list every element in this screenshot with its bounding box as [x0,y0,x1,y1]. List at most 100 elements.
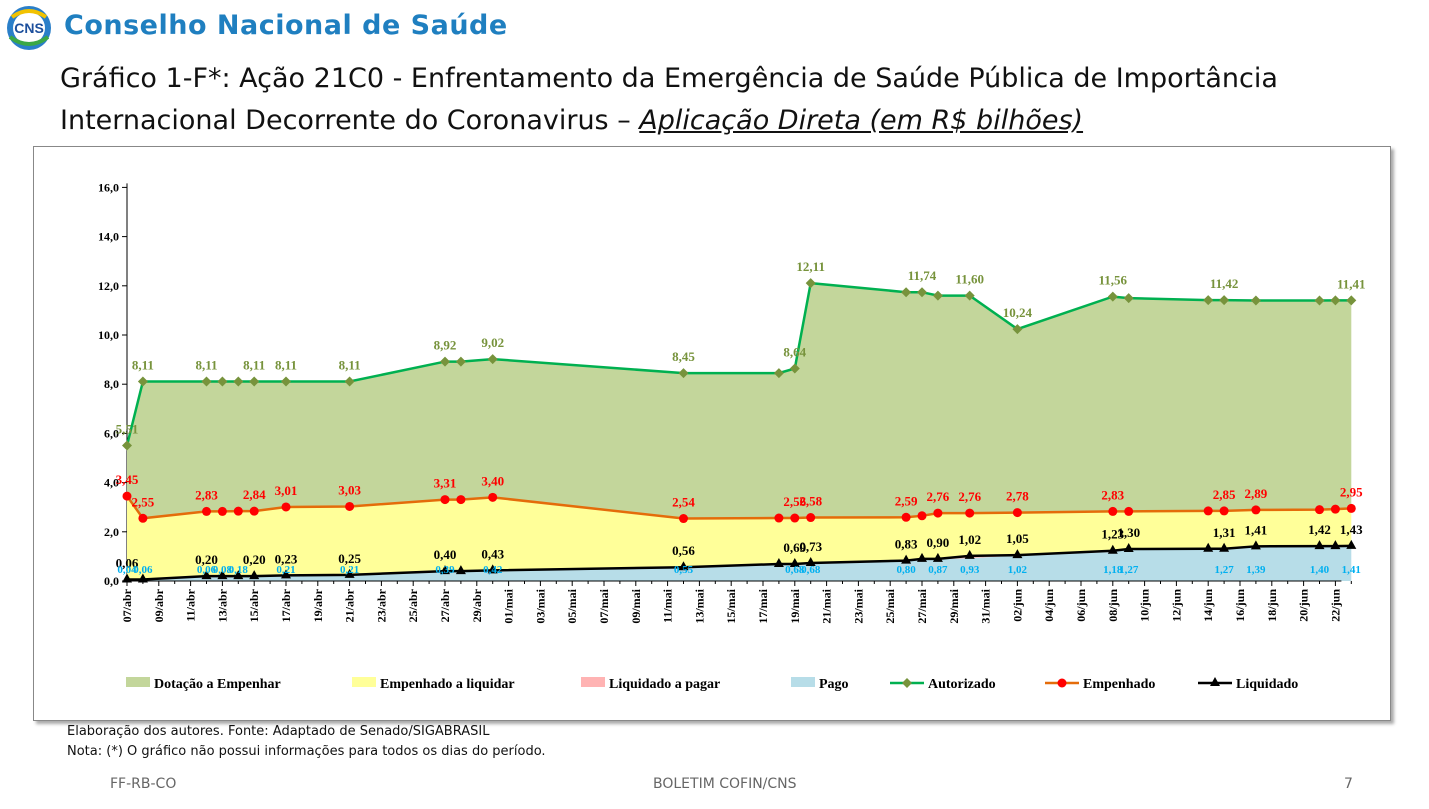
data-label-pago: 0,18 [229,564,249,576]
data-label-pago: 0,68 [785,564,805,576]
x-tick-label: 25/mai [883,588,897,623]
x-tick-label: 29/abr [470,588,484,622]
data-label-liquidado: 0,06 [116,556,139,571]
marker-liquidado [1250,540,1261,550]
data-label-liquidado: 0,69 [783,540,806,555]
data-label-empenhado: 3,45 [116,472,139,487]
marker-empenhado [679,514,688,524]
marker-autorizado [1330,295,1341,306]
marker-autorizado [440,356,450,367]
data-label-liquidado: 0,23 [275,551,298,566]
x-tick-label: 09/mai [629,588,643,623]
data-label-empenhado: 2,56 [783,494,806,509]
marker-autorizado [964,290,975,301]
data-label-autorizado: 8,11 [275,357,297,372]
cns-logo-icon: CNS [7,6,51,50]
marker-autorizado [1012,324,1023,335]
data-label-autorizado: 12,11 [796,259,825,274]
x-tick-label: 25/abr [406,588,420,622]
x-tick-label: 27/abr [438,588,452,622]
x-tick-label: 01/mai [502,588,516,623]
x-tick-label: 05/mai [565,588,579,623]
x-tick-label: 13/abr [215,588,229,622]
logo-text: CNS [14,20,44,36]
data-label-autorizado: 11,42 [1210,276,1239,291]
data-label-autorizado: 5,51 [116,421,139,436]
data-label-pago: 0,55 [674,564,694,576]
marker-liquidado [344,568,355,578]
area-chart: 0,0 2,0 4,0 6,0 8,0 10,0 12,0 14,0 16,0 07/abr 09/… [98,180,1366,692]
marker-autorizado [137,376,148,387]
x-tick-label: 11/abr [184,588,198,621]
x-tick-label: 27/mai [915,588,929,623]
data-label-pago: 0,93 [960,564,980,576]
data-label-autorizado: 8,11 [132,357,154,372]
marker-autorizado [1346,295,1357,306]
marker-autorizado [217,376,228,387]
y-tick-label: 6,0 [104,426,119,440]
legend-swatch [126,677,150,687]
marker-autorizado [917,287,927,298]
x-tick-label: 14/jun [1201,589,1215,622]
data-label-pago: 0,06 [197,564,217,576]
x-tick-label: 04/jun [1042,589,1056,622]
data-label-empenhado: 2,83 [195,487,218,502]
y-tick-label: 2,0 [104,525,119,539]
marker-empenhado [217,506,227,516]
legend-label: Empenhado a liquidar [380,677,515,692]
data-label-autorizado: 8,92 [434,338,457,353]
marker-empenhado [1124,506,1134,516]
legend-marker [1057,678,1067,688]
data-label-autorizado: 9,02 [481,335,504,350]
x-tick-label: 22/jun [1328,589,1342,622]
footer-center: BOLETIM COFIN/CNS [653,776,797,792]
legend-label: Autorizado [928,677,996,692]
marker-empenhado [1251,505,1261,515]
line-empenhado [125,495,1352,520]
data-label-liquidado: 1,41 [1245,522,1268,537]
data-label-pago: 1,39 [1246,564,1266,576]
marker-empenhado [1108,506,1118,516]
marker-liquidado [217,570,228,580]
x-tick-label: 12/jun [1169,589,1183,622]
line-autorizado [125,281,1352,446]
marker-autorizado [1203,295,1214,306]
marker-empenhado [1012,508,1022,518]
marker-empenhado [233,506,243,516]
marker-liquidado [1012,549,1023,559]
data-label-pago: 0,06 [133,564,153,576]
marker-empenhado [901,512,911,522]
y-tick-label: 4,0 [104,476,119,490]
data-label-liquidado: 1,30 [1117,525,1140,540]
data-label-liquidado: 0,40 [434,547,457,562]
footer-note: Nota: (*) O gráfico não possui informaçõ… [67,744,546,759]
marker-liquidado [440,565,450,575]
marker-liquidado [1330,540,1341,550]
x-tick-label: 17/abr [279,588,293,622]
x-tick-label: 21/mai [820,588,834,623]
data-label-liquidado: 1,02 [958,532,981,547]
data-label-pago: 1,27 [1119,564,1139,576]
footer-source: Elaboração dos autores. Fonte: Adaptado … [67,724,490,739]
marker-autorizado [1219,295,1230,306]
y-tick-label: 16,0 [98,180,119,194]
data-label-pago: 1,40 [1310,564,1330,576]
marker-empenhado [249,506,259,516]
marker-autorizado [249,376,260,387]
x-tick-label: 23/abr [374,588,388,622]
line-liquidado [127,544,1352,581]
marker-autorizado [932,290,943,301]
data-label-autorizado: 11,60 [955,272,984,287]
marker-empenhado [933,508,943,518]
marker-empenhado [1203,506,1213,516]
x-tick-label: 16/jun [1233,589,1247,622]
marker-autorizado [805,278,816,289]
marker-liquidado [122,573,132,583]
data-label-liquidado: 0,43 [481,546,504,561]
marker-autorizado [487,354,498,365]
data-label-liquidado: 0,90 [927,535,950,550]
legend-label: Liquidado a pagar [609,677,720,692]
data-label-empenhado: 3,03 [338,482,361,497]
marker-liquidado [932,552,943,562]
data-label-pago: 0,21 [340,564,359,576]
